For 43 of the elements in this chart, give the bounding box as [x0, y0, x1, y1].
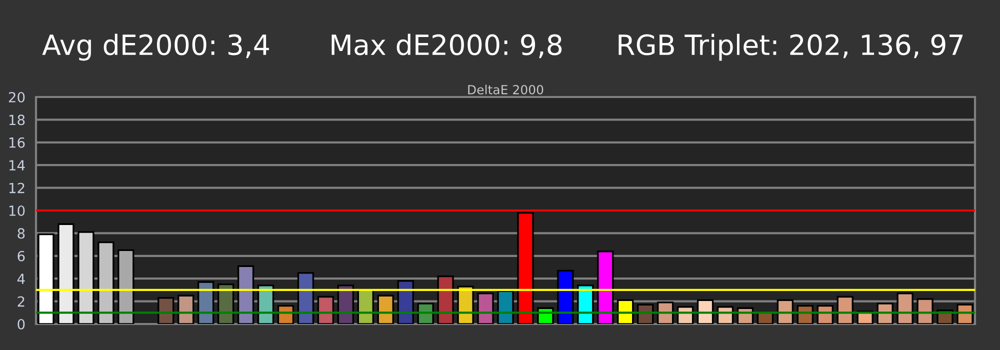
bar: [297, 272, 314, 324]
y-tick-label: 14: [9, 160, 25, 170]
bar: [58, 223, 74, 324]
y-tick-label: 8: [18, 228, 25, 239]
bar: [557, 270, 574, 324]
bar: [118, 249, 134, 324]
y-tick-label: 12: [9, 182, 24, 194]
bar: [38, 234, 54, 324]
bar: [457, 286, 474, 324]
bar: [178, 294, 194, 324]
bar: [237, 265, 254, 324]
bar: [98, 241, 114, 324]
bar: [597, 250, 614, 324]
y-tick-label: 18: [9, 114, 25, 126]
text: Max dE2000: 9,8: [332, 34, 562, 58]
bar: [836, 296, 854, 324]
y-tick-label: 0: [18, 318, 25, 330]
text: RGB Triplet: 202, 136, 97: [618, 34, 963, 61]
y-tick-label: 4: [17, 274, 25, 284]
bar: [437, 275, 454, 324]
bar: [497, 290, 514, 324]
bar: [217, 283, 234, 324]
bar: [896, 292, 914, 324]
text: Avg dE2000: 3,4: [42, 34, 269, 61]
y-tick-label: 10: [9, 205, 25, 216]
bar: [776, 299, 794, 324]
bar: [477, 292, 494, 324]
y-tick-label: 20: [8, 92, 25, 102]
bar: [696, 299, 714, 324]
bar: [158, 297, 174, 324]
bar: [916, 298, 934, 324]
bar: [657, 302, 674, 324]
bar: [317, 296, 334, 324]
chart-title: DeltaE 2000: [468, 84, 544, 94]
bar: [876, 302, 894, 324]
y-tick-label: 6: [18, 250, 25, 262]
bar: [78, 231, 94, 324]
y-tick-label: 2: [18, 296, 24, 307]
bar: [417, 302, 434, 324]
bar: [617, 299, 634, 324]
bar: [397, 280, 414, 324]
y-tick-label: 16: [9, 137, 25, 148]
bar: [377, 294, 394, 324]
